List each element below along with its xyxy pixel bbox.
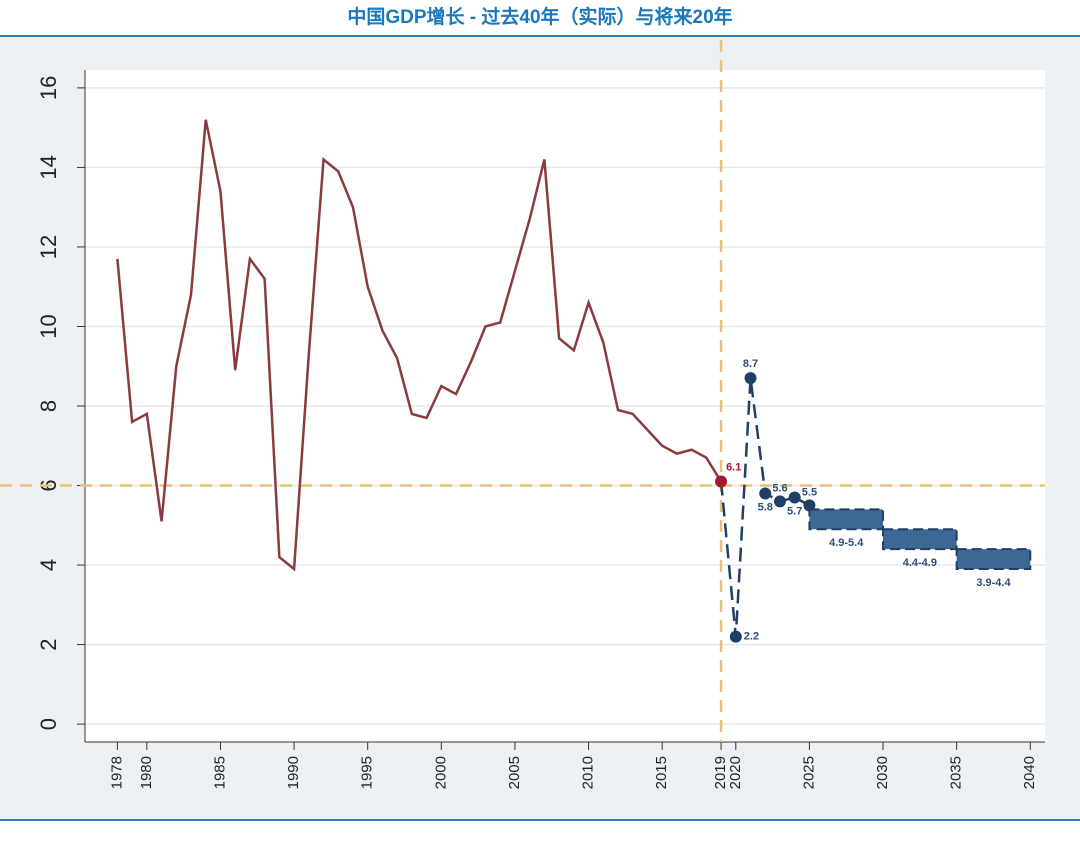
x-tick-label: 2015 — [653, 756, 670, 789]
x-tick-label: 1995 — [359, 756, 376, 789]
data-label: 5.7 — [787, 505, 802, 517]
forecast-band — [955, 548, 1032, 571]
data-label: 5.8 — [758, 501, 773, 513]
forecast-band — [882, 528, 958, 551]
x-tick-label: 1980 — [138, 756, 155, 789]
x-tick-label: 2005 — [506, 756, 523, 789]
x-tick-label: 2025 — [800, 756, 817, 789]
data-label: 5.5 — [802, 486, 817, 498]
x-tick-label: 1978 — [108, 756, 125, 789]
data-label: 5.6 — [772, 482, 787, 494]
band-label: 4.9-5.4 — [829, 537, 864, 549]
y-tick-label: 2 — [36, 638, 61, 650]
chart-title: 中国GDP增长 - 过去40年（实际）与将来20年 — [347, 5, 732, 28]
forecast-marker — [729, 630, 742, 643]
band-label: 3.9-4.4 — [976, 577, 1011, 589]
y-tick-label: 12 — [36, 235, 61, 259]
forecast-marker — [803, 499, 816, 512]
data-label: 2.2 — [744, 631, 759, 643]
data-label: 8.7 — [743, 358, 758, 370]
x-tick-label: 2030 — [874, 756, 891, 789]
y-tick-label: 16 — [36, 76, 61, 100]
x-tick-label: 2020 — [727, 756, 744, 789]
x-tick-label: 1985 — [211, 756, 228, 789]
band-label: 4.4-4.9 — [903, 557, 937, 569]
data-label: 6.1 — [726, 461, 741, 473]
history-end-marker — [715, 475, 728, 488]
forecast-marker — [773, 495, 786, 508]
forecast-band — [808, 508, 885, 531]
forecast-marker — [788, 491, 801, 504]
forecast-marker — [744, 372, 757, 385]
y-tick-label: 8 — [36, 400, 61, 412]
x-tick-label: 2040 — [1021, 756, 1038, 789]
x-tick-label: 2010 — [580, 756, 597, 789]
y-tick-label: 4 — [36, 559, 61, 571]
y-tick-label: 10 — [36, 314, 61, 338]
x-tick-label: 2000 — [432, 756, 449, 789]
y-tick-label: 0 — [36, 718, 61, 730]
history-line — [116, 119, 723, 572]
x-tick-label: 2019 — [712, 756, 729, 789]
y-tick-label: 14 — [36, 155, 61, 179]
x-tick-label: 2035 — [948, 756, 965, 789]
x-tick-label: 1990 — [285, 756, 302, 789]
forecast-marker — [759, 487, 772, 500]
